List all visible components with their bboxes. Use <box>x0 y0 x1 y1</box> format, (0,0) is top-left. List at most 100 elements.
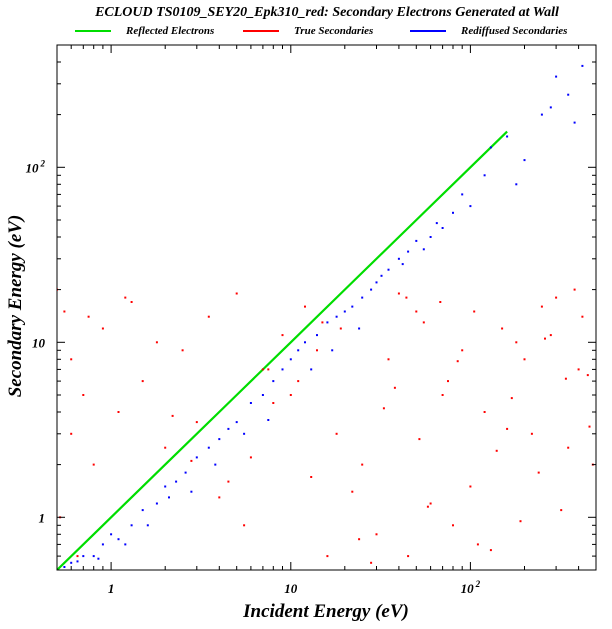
point-rediffused-secondary <box>272 380 275 383</box>
legend-label: True Secondaries <box>294 25 373 37</box>
point-true-secondary <box>540 305 543 308</box>
point-rediffused-secondary <box>304 341 306 344</box>
point-true-secondary <box>358 538 361 541</box>
point-rediffused-secondary <box>124 543 127 546</box>
point-true-secondary <box>530 432 533 435</box>
point-true-secondary <box>515 341 518 344</box>
point-true-secondary <box>335 432 338 435</box>
point-rediffused-secondary <box>422 248 425 251</box>
point-true-secondary <box>581 315 584 318</box>
point-true-secondary <box>243 524 246 527</box>
point-rediffused-secondary <box>141 509 144 512</box>
point-rediffused-secondary <box>370 288 373 291</box>
point-rediffused-secondary <box>316 334 318 337</box>
point-rediffused-secondary <box>146 524 149 527</box>
point-true-secondary <box>489 549 492 552</box>
point-true-secondary <box>393 386 396 389</box>
y-tick-label: 1 <box>39 510 46 525</box>
point-rediffused-secondary <box>515 183 518 186</box>
point-rediffused-secondary <box>227 427 230 430</box>
point-true-secondary <box>447 380 449 383</box>
point-true-secondary <box>495 449 498 452</box>
point-true-secondary <box>387 358 390 361</box>
point-rediffused-secondary <box>573 121 576 124</box>
point-true-secondary <box>289 394 292 396</box>
point-true-secondary <box>70 358 73 361</box>
point-true-secondary <box>375 533 378 536</box>
y-tick-label: 10 <box>32 335 46 350</box>
point-rediffused-secondary <box>351 305 354 308</box>
point-true-secondary <box>321 321 324 324</box>
point-rediffused-secondary <box>483 174 486 177</box>
point-true-secondary <box>281 334 284 337</box>
point-true-secondary <box>567 446 570 449</box>
point-true-secondary <box>63 310 66 313</box>
point-true-secondary <box>426 505 429 508</box>
point-rediffused-secondary <box>261 394 264 396</box>
point-rediffused-secondary <box>567 93 570 96</box>
point-true-secondary <box>164 446 167 449</box>
point-rediffused-secondary <box>218 438 221 441</box>
point-true-secondary <box>501 327 504 330</box>
point-true-secondary <box>117 411 120 413</box>
y-tick-label: 10 2 <box>26 158 46 175</box>
point-true-secondary <box>418 438 421 441</box>
point-true-secondary <box>370 561 373 564</box>
point-rediffused-secondary <box>249 402 252 404</box>
x-tick-label: 10 <box>284 581 298 596</box>
point-true-secondary <box>141 380 144 383</box>
point-rediffused-secondary <box>469 205 472 208</box>
point-true-secondary <box>297 380 300 383</box>
point-rediffused-secondary <box>397 257 400 260</box>
point-true-secondary <box>272 402 275 404</box>
point-true-secondary <box>452 524 454 527</box>
x-tick-label: 1 <box>108 581 115 596</box>
point-rediffused-secondary <box>168 496 170 499</box>
point-rediffused-secondary <box>184 471 187 474</box>
point-true-secondary <box>573 288 576 291</box>
point-rediffused-secondary <box>452 211 454 214</box>
point-true-secondary <box>207 315 210 318</box>
point-rediffused-secondary <box>130 524 133 527</box>
point-rediffused-secondary <box>195 456 198 459</box>
point-rediffused-secondary <box>343 310 346 313</box>
point-rediffused-secondary <box>190 490 193 493</box>
point-true-secondary <box>549 334 552 337</box>
point-true-secondary <box>476 543 479 546</box>
point-rediffused-secondary <box>461 193 464 196</box>
point-rediffused-secondary <box>297 349 300 352</box>
point-rediffused-secondary <box>63 566 66 568</box>
point-rediffused-secondary <box>549 106 552 109</box>
point-true-secondary <box>577 368 580 371</box>
point-rediffused-secondary <box>435 222 438 225</box>
point-true-secondary <box>588 425 591 428</box>
point-true-secondary <box>181 349 184 352</box>
point-true-secondary <box>441 394 444 396</box>
point-rediffused-secondary <box>92 555 95 558</box>
point-rediffused-secondary <box>289 358 292 361</box>
y-axis-label: Secondary Energy (eV) <box>5 215 26 398</box>
point-rediffused-secondary <box>375 281 378 284</box>
point-true-secondary <box>155 341 158 344</box>
point-true-secondary <box>469 485 472 488</box>
point-true-secondary <box>510 397 513 400</box>
point-true-secondary <box>544 337 546 340</box>
point-rediffused-secondary <box>117 538 120 541</box>
point-true-secondary <box>124 296 127 299</box>
point-rediffused-secondary <box>70 561 73 564</box>
point-rediffused-secondary <box>331 349 334 352</box>
point-rediffused-secondary <box>101 543 104 546</box>
point-rediffused-secondary <box>506 135 509 138</box>
point-true-secondary <box>235 292 238 295</box>
point-true-secondary <box>195 421 198 424</box>
point-true-secondary <box>339 327 342 330</box>
point-true-secondary <box>422 321 425 324</box>
point-true-secondary <box>130 301 133 303</box>
point-rediffused-secondary <box>581 64 584 67</box>
x-tick-label: 10 2 <box>461 579 481 596</box>
legend-label: Rediffused Secondaries <box>460 25 567 37</box>
point-rediffused-secondary <box>76 560 79 563</box>
legend: Reflected Electrons True Secondaries Redif… <box>75 25 567 37</box>
point-rediffused-secondary <box>540 113 543 116</box>
legend-label: Reflected Electrons <box>125 25 214 37</box>
